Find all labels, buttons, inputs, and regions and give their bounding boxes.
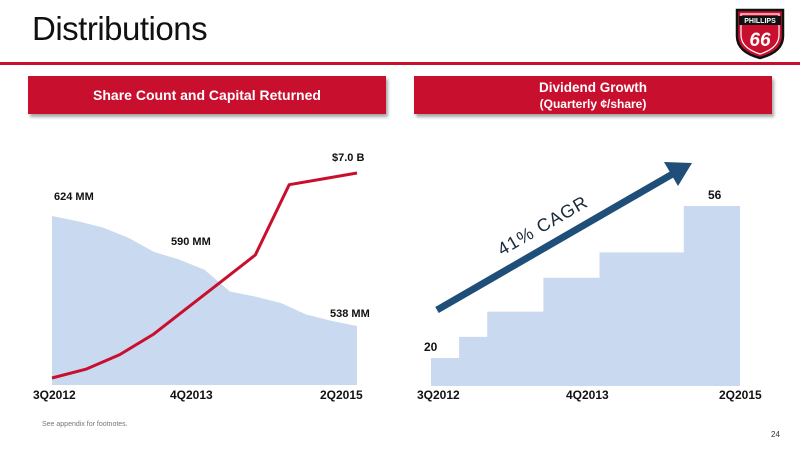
dividend-subtitle: (Quarterly ¢/share) (539, 97, 647, 111)
data-label-start-dividend: 20 (424, 340, 438, 354)
title-rule (0, 62, 800, 65)
logo-text: PHILLIPS (744, 18, 776, 25)
x-tick-label: 4Q2013 (170, 388, 213, 402)
logo-number: 66 (749, 30, 771, 51)
x-tick-label: 4Q2013 (566, 388, 609, 402)
data-label-capital-returned: $7.0 B (332, 152, 364, 164)
page-title: Distributions (32, 10, 208, 47)
x-tick-label: 3Q2012 (417, 388, 460, 402)
cagr-arrow-shaft (435, 168, 678, 314)
x-tick-label: 2Q2015 (320, 388, 363, 402)
page-number: 24 (771, 430, 780, 439)
share-count-area (52, 216, 357, 385)
share-count-title: Share Count and Capital Returned (93, 87, 321, 103)
data-label-start-share: 624 MM (54, 191, 94, 203)
data-label-mid-share: 590 MM (171, 236, 211, 248)
dividend-title: Dividend Growth (539, 80, 647, 95)
share-count-banner: Share Count and Capital Returned (28, 76, 386, 114)
x-tick-label: 3Q2012 (33, 388, 76, 402)
phillips-66-logo: PHILLIPS 66 (735, 8, 785, 60)
cagr-arrow-head (664, 162, 692, 186)
footnote: See appendix for footnotes. (42, 421, 128, 428)
dividend-banner: Dividend Growth (Quarterly ¢/share) (414, 76, 772, 114)
dividend-step-area (431, 206, 740, 386)
x-tick-label: 2Q2015 (719, 388, 762, 402)
share-count-chart: 624 MM 590 MM 538 MM $7.0 B 3Q2012 4Q2013 2Q20… (33, 152, 370, 402)
capital-returned-line (51, 171, 358, 380)
data-label-end-dividend: 56 (708, 188, 722, 202)
data-label-end-share: 538 MM (330, 308, 370, 320)
